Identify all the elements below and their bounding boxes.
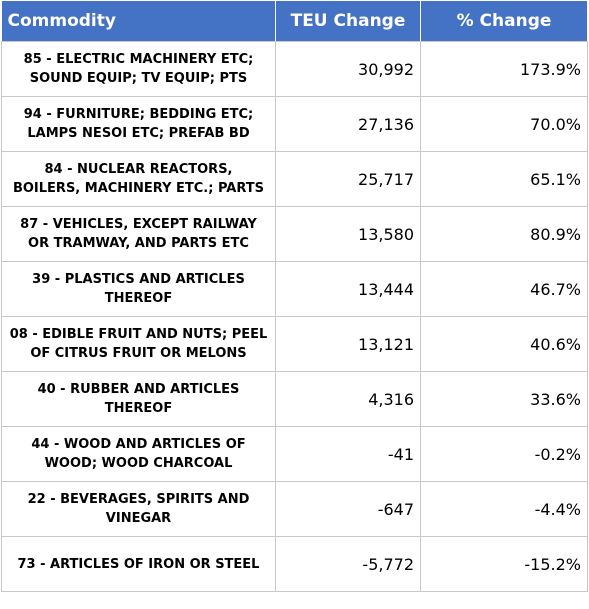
commodity-cell: 73 - ARTICLES OF IRON OR STEEL: [1, 536, 276, 592]
commodity-cell: 08 - EDIBLE FRUIT AND NUTS; PEEL OF CITRU…: [1, 316, 276, 372]
commodity-cell: 39 - PLASTICS AND ARTICLES THEREOF: [1, 261, 276, 317]
commodity-cell: 85 - ELECTRIC MACHINERY ETC; SOUND EQUIP;…: [1, 41, 276, 97]
table-row: 73 - ARTICLES OF IRON OR STEEL -5,772 -15.…: [1, 536, 588, 592]
teu-change-cell: 27,136: [275, 96, 421, 152]
commodity-cell: 40 - RUBBER AND ARTICLES THEREOF: [1, 371, 276, 427]
teu-change-cell: -5,772: [275, 536, 421, 592]
commodity-line: SOUND EQUIP; TV EQUIP; PTS: [29, 71, 248, 86]
pct-change-cell: 173.9%: [420, 41, 588, 97]
teu-change-cell: -41: [275, 426, 421, 482]
commodity-cell: 94 - FURNITURE; BEDDING ETC; LAMPS NESOI …: [1, 96, 276, 152]
table-row: 40 - RUBBER AND ARTICLES THEREOF 4,316 33.6…: [1, 371, 588, 427]
commodity-line: 39 - PLASTICS AND ARTICLES: [32, 272, 245, 287]
commodity-line: 73 - ARTICLES OF IRON OR STEEL: [17, 556, 260, 572]
table-row: 22 - BEVERAGES, SPIRITS AND VINEGAR -647 -4…: [1, 481, 588, 537]
table-row: 85 - ELECTRIC MACHINERY ETC; SOUND EQUIP;…: [1, 41, 588, 97]
table-row: 44 - WOOD AND ARTICLES OF WOOD; WOOD CHAR…: [1, 426, 588, 482]
commodity-line: 94 - FURNITURE; BEDDING ETC;: [23, 107, 254, 122]
teu-change-cell: 30,992: [275, 41, 421, 97]
commodity-line: LAMPS NESOI ETC; PREFAB BD: [27, 126, 250, 141]
table-row: 84 - NUCLEAR REACTORS, BOILERS, MACHINERY…: [1, 151, 588, 207]
pct-change-cell: 46.7%: [420, 261, 588, 317]
teu-change-cell: 13,121: [275, 316, 421, 372]
pct-change-cell: 33.6%: [420, 371, 588, 427]
table-row: 87 - VEHICLES, EXCEPT RAILWAY OR TRAMWAY,…: [1, 206, 588, 262]
table-row: 94 - FURNITURE; BEDDING ETC; LAMPS NESOI …: [1, 96, 588, 152]
teu-change-cell: -647: [275, 481, 421, 537]
commodity-line: VINEGAR: [105, 511, 172, 526]
header-commodity: Commodity: [1, 1, 276, 42]
commodity-line: WOOD; WOOD CHARCOAL: [44, 456, 233, 471]
commodity-cell: 84 - NUCLEAR REACTORS, BOILERS, MACHINERY…: [1, 151, 276, 207]
pct-change-cell: 65.1%: [420, 151, 588, 207]
table-row: 08 - EDIBLE FRUIT AND NUTS; PEEL OF CITRU…: [1, 316, 588, 372]
teu-change-cell: 13,580: [275, 206, 421, 262]
pct-change-cell: -15.2%: [420, 536, 588, 592]
commodity-line: OR TRAMWAY, AND PARTS ETC: [28, 236, 249, 251]
commodity-line: 84 - NUCLEAR REACTORS,: [44, 162, 233, 177]
commodity-line: 44 - WOOD AND ARTICLES OF: [31, 437, 246, 452]
commodity-line: THEREOF: [104, 291, 173, 306]
commodity-line: 22 - BEVERAGES, SPIRITS AND: [27, 492, 250, 507]
table-row: 39 - PLASTICS AND ARTICLES THEREOF 13,444 4…: [1, 261, 588, 317]
commodity-line: 87 - VEHICLES, EXCEPT RAILWAY: [20, 217, 257, 232]
commodity-line: OF CITRUS FRUIT OR MELONS: [30, 346, 247, 361]
teu-change-cell: 25,717: [275, 151, 421, 207]
commodity-teu-table: Commodity TEU Change % Change 85 - ELECT…: [1, 1, 588, 592]
pct-change-cell: 80.9%: [420, 206, 588, 262]
pct-change-cell: -4.4%: [420, 481, 588, 537]
pct-change-cell: -0.2%: [420, 426, 588, 482]
header-pct-change: % Change: [420, 1, 588, 42]
table-header-row: Commodity TEU Change % Change: [1, 1, 588, 42]
commodity-line: THEREOF: [104, 401, 173, 416]
commodity-cell: 87 - VEHICLES, EXCEPT RAILWAY OR TRAMWAY,…: [1, 206, 276, 262]
pct-change-cell: 40.6%: [420, 316, 588, 372]
header-teu-change: TEU Change: [275, 1, 421, 42]
commodity-line: BOILERS, MACHINERY ETC.; PARTS: [12, 181, 265, 196]
commodity-cell: 44 - WOOD AND ARTICLES OF WOOD; WOOD CHAR…: [1, 426, 276, 482]
commodity-line: 08 - EDIBLE FRUIT AND NUTS; PEEL: [9, 327, 268, 342]
teu-change-cell: 13,444: [275, 261, 421, 317]
pct-change-cell: 70.0%: [420, 96, 588, 152]
commodity-line: 85 - ELECTRIC MACHINERY ETC;: [23, 52, 254, 67]
teu-change-cell: 4,316: [275, 371, 421, 427]
commodity-line: 40 - RUBBER AND ARTICLES: [37, 382, 240, 397]
commodity-cell: 22 - BEVERAGES, SPIRITS AND VINEGAR: [1, 481, 276, 537]
